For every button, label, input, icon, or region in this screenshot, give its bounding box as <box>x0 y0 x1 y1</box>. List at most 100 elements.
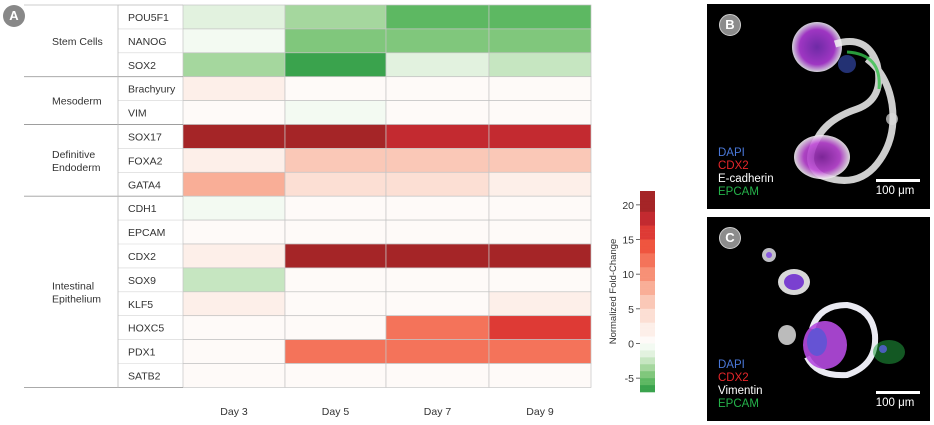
heatmap-cell <box>284 76 387 101</box>
heatmap-cell <box>488 219 592 245</box>
heatmap-cell <box>284 243 387 269</box>
colorbar-tick-label: 5 <box>628 304 634 316</box>
stain-label-vimentin: Vimentin <box>718 385 763 397</box>
gene-label: KLF5 <box>128 299 153 311</box>
heatmap-cell <box>182 4 286 30</box>
heatmap-cell <box>182 315 286 340</box>
group-label: Intestinal <box>52 280 94 292</box>
column-label: Day 7 <box>424 406 452 418</box>
colorbar-step <box>640 274 655 278</box>
heatmap-cell <box>385 339 490 364</box>
colorbar-step <box>640 225 655 230</box>
gene-label: HOXC5 <box>128 323 164 335</box>
heatmap-cell <box>182 100 286 125</box>
stain-label-dapi: DAPI <box>718 147 745 159</box>
colorbar-step <box>640 322 655 327</box>
heatmap-cell <box>284 171 387 197</box>
stain-label-e-cadherin: E-cadherin <box>718 173 774 185</box>
heatmap-cell <box>385 28 490 54</box>
heatmap-cell <box>182 267 286 293</box>
colorbar-step <box>640 319 655 323</box>
heatmap-cell <box>385 291 490 317</box>
heatmap-cell <box>182 76 286 101</box>
group-label: Definitive <box>52 149 95 161</box>
heatmap-cell <box>284 52 387 78</box>
heatmap-cell <box>488 195 592 221</box>
colorbar-step <box>640 381 655 386</box>
heatmap-cell <box>385 4 490 30</box>
colorbar-title: Normalized Fold-Change <box>608 239 619 345</box>
gene-label: CDX2 <box>128 251 156 263</box>
heatmap-cell <box>385 315 490 340</box>
heatmap-cell <box>284 267 387 293</box>
colorbar-step <box>640 385 655 389</box>
stain-label-epcam: EPCAM <box>718 186 759 198</box>
colorbar-step <box>640 350 655 355</box>
heatmap-cell <box>284 315 387 340</box>
gene-label: POU5F1 <box>128 12 169 24</box>
colorbar-step <box>640 194 655 199</box>
organoid-image-b <box>792 22 898 184</box>
heatmap-cell <box>284 148 387 173</box>
heatmap-cell <box>182 339 286 364</box>
heatmap-cell <box>385 76 490 101</box>
heatmap-cell <box>488 76 592 101</box>
scale-label: 100 μm <box>875 397 915 409</box>
colorbar-step <box>640 298 655 303</box>
panel-b-scale-bar: 100 μm <box>876 179 920 197</box>
heatmap-cell <box>385 219 490 245</box>
heatmap-cell <box>182 243 286 269</box>
heatmap-cell <box>284 195 387 221</box>
heatmap-chart: POU5F1 NANOG SOX2 Brachyury VIM SOX17 FOXA2 GAT… <box>24 4 655 418</box>
colorbar-tick-label: -5 <box>625 373 634 385</box>
heatmap-cell <box>385 148 490 173</box>
gene-label: NANOG <box>128 36 167 48</box>
colorbar-step <box>640 222 655 226</box>
column-label: Day 9 <box>526 406 554 418</box>
colorbar-step <box>640 197 655 202</box>
colorbar-step <box>640 242 655 247</box>
heatmap-cell <box>284 100 387 125</box>
group-label: Epithelium <box>52 293 101 305</box>
panel-b-badge: B <box>719 14 741 36</box>
column-label: Day 3 <box>220 406 248 418</box>
heatmap-cell <box>284 4 387 30</box>
colorbar-step <box>640 364 655 369</box>
colorbar-step <box>640 208 655 213</box>
gene-label: CDH1 <box>128 203 157 215</box>
heatmap-cell <box>182 124 286 149</box>
panel-a-badge: A <box>3 5 25 27</box>
heatmap-cell <box>488 28 592 54</box>
gene-label: GATA4 <box>128 179 161 191</box>
scale-label: 100 μm <box>875 185 915 197</box>
heatmap-cell <box>488 339 592 364</box>
scale-line <box>876 179 920 182</box>
heatmap-cell <box>284 339 387 364</box>
colorbar-tick-label: 15 <box>622 235 634 247</box>
heatmap-cell <box>488 148 592 173</box>
colorbar-tick-label: 10 <box>622 269 634 281</box>
colorbar-step <box>640 191 655 195</box>
colorbar-tick-label: 20 <box>622 200 634 212</box>
colorbar-step <box>640 343 655 348</box>
colorbar-step <box>640 284 655 289</box>
colorbar-step <box>640 353 655 358</box>
colorbar-step <box>640 263 655 268</box>
colorbar-step <box>640 215 655 220</box>
heatmap-cell <box>488 4 592 30</box>
colorbar-step <box>640 371 655 375</box>
gene-label: FOXA2 <box>128 155 163 167</box>
heatmap-cell <box>385 171 490 197</box>
colorbar-step <box>640 249 655 254</box>
heatmap-cell <box>385 267 490 293</box>
heatmap-cell <box>284 124 387 149</box>
heatmap-cell <box>182 363 286 388</box>
panel-c-scale-bar: 100 μm <box>876 391 920 409</box>
heatmap-cell <box>488 315 592 340</box>
colorbar-step <box>640 201 655 206</box>
heatmap-cell <box>284 28 387 54</box>
colorbar-step <box>640 267 655 272</box>
gene-label: Brachyury <box>128 84 176 96</box>
panel-b-micrograph: B DAPI CDX2 E-cadherin EPCAM 100 μm <box>707 4 930 209</box>
group-label: Mesoderm <box>52 96 102 108</box>
